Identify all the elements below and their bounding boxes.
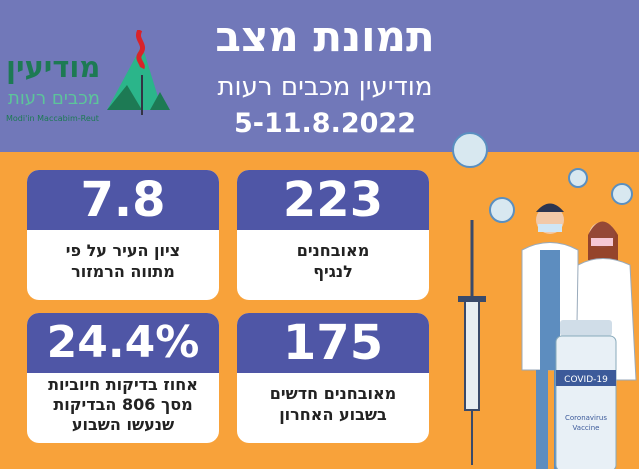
stat-label: בשבוע האחרון — [279, 405, 387, 424]
vaccine-illustration: COVID-19 Coronavirus Vaccine — [452, 132, 637, 472]
syringe-icon — [458, 220, 486, 465]
vial-label: COVID-19 — [564, 375, 608, 385]
city-logo: מודיעין מכבים רעות Modi'in Maccabim-Reut — [2, 30, 172, 140]
virus-icon — [452, 132, 633, 223]
stat-value: 175 — [237, 313, 429, 373]
stat-label: מסך 806 הבדיקות — [53, 395, 193, 414]
stat-label: מתווה הרמזור — [71, 262, 175, 281]
header-banner — [0, 0, 639, 152]
vaccine-vial-icon: COVID-19 Coronavirus Vaccine — [555, 320, 617, 472]
stat-label: מאובחנים חדשים — [269, 384, 397, 403]
stat-value: 7.8 — [27, 170, 219, 230]
page-subtitle: מודיעין מכבים רעות — [217, 72, 433, 102]
stat-label: ציון העיר על פי — [65, 241, 181, 260]
stat-card-new-diagnosed: 175 מאובחנים חדשים בשבוע האחרון — [237, 313, 429, 443]
stat-card-diagnosed: 223 מאובחנים לנגיף — [237, 170, 429, 300]
logo-mountain-icon — [107, 30, 170, 115]
stat-value: 24.4% — [27, 313, 219, 373]
bottom-strip — [0, 469, 639, 475]
logo-sub-he: מכבים רעות — [8, 88, 101, 109]
stat-label: מאובחנים — [296, 241, 370, 260]
vial-sub: Vaccine — [573, 424, 600, 432]
stat-value: 223 — [237, 170, 429, 230]
stat-label: לנגיף — [313, 262, 353, 281]
date-range: 5-11.8.2022 — [233, 108, 416, 139]
stat-card-positive-rate: 24.4% אחוז בדיקות חיוביות מסך 806 הבדיקות… — [27, 313, 219, 443]
page-title: תמונת מצב — [215, 12, 435, 61]
logo-name-en: Modi'in Maccabim-Reut — [6, 114, 99, 123]
logo-name-he: מודיעין — [6, 50, 101, 84]
stat-card-city-score: 7.8 ציון העיר על פי מתווה הרמזור — [27, 170, 219, 300]
doctor-male-icon — [521, 203, 579, 470]
stat-label: שנעשו השבוע — [71, 415, 175, 434]
stat-label: אחוז בדיקות חיוביות — [48, 375, 198, 394]
vial-sub: Coronavirus — [565, 414, 607, 422]
